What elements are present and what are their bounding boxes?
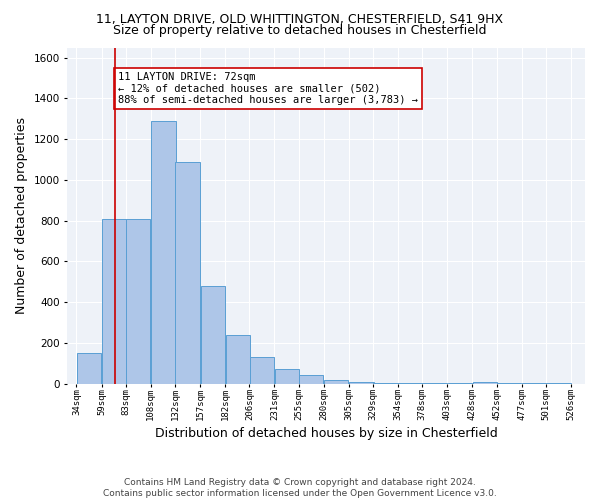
Bar [226, 334, 250, 384]
Bar [200, 286, 225, 384]
X-axis label: Distribution of detached houses by size in Chesterfield: Distribution of detached houses by size … [155, 427, 497, 440]
Text: Contains HM Land Registry data © Crown copyright and database right 2024.
Contai: Contains HM Land Registry data © Crown c… [103, 478, 497, 498]
Bar [373, 382, 398, 384]
Text: Size of property relative to detached houses in Chesterfield: Size of property relative to detached ho… [113, 24, 487, 37]
Bar [398, 382, 423, 384]
Bar [102, 218, 127, 384]
Bar [422, 382, 447, 384]
Bar [299, 376, 323, 384]
Bar [126, 218, 151, 384]
Bar [175, 162, 200, 384]
Bar [275, 370, 299, 384]
Bar [448, 382, 472, 384]
Text: 11, LAYTON DRIVE, OLD WHITTINGTON, CHESTERFIELD, S41 9HX: 11, LAYTON DRIVE, OLD WHITTINGTON, CHEST… [97, 12, 503, 26]
Text: 11 LAYTON DRIVE: 72sqm
← 12% of detached houses are smaller (502)
88% of semi-de: 11 LAYTON DRIVE: 72sqm ← 12% of detached… [118, 72, 418, 105]
Y-axis label: Number of detached properties: Number of detached properties [15, 117, 28, 314]
Bar [473, 382, 497, 384]
Bar [77, 353, 101, 384]
Bar [250, 357, 274, 384]
Bar [151, 121, 176, 384]
Bar [324, 380, 349, 384]
Bar [349, 382, 374, 384]
